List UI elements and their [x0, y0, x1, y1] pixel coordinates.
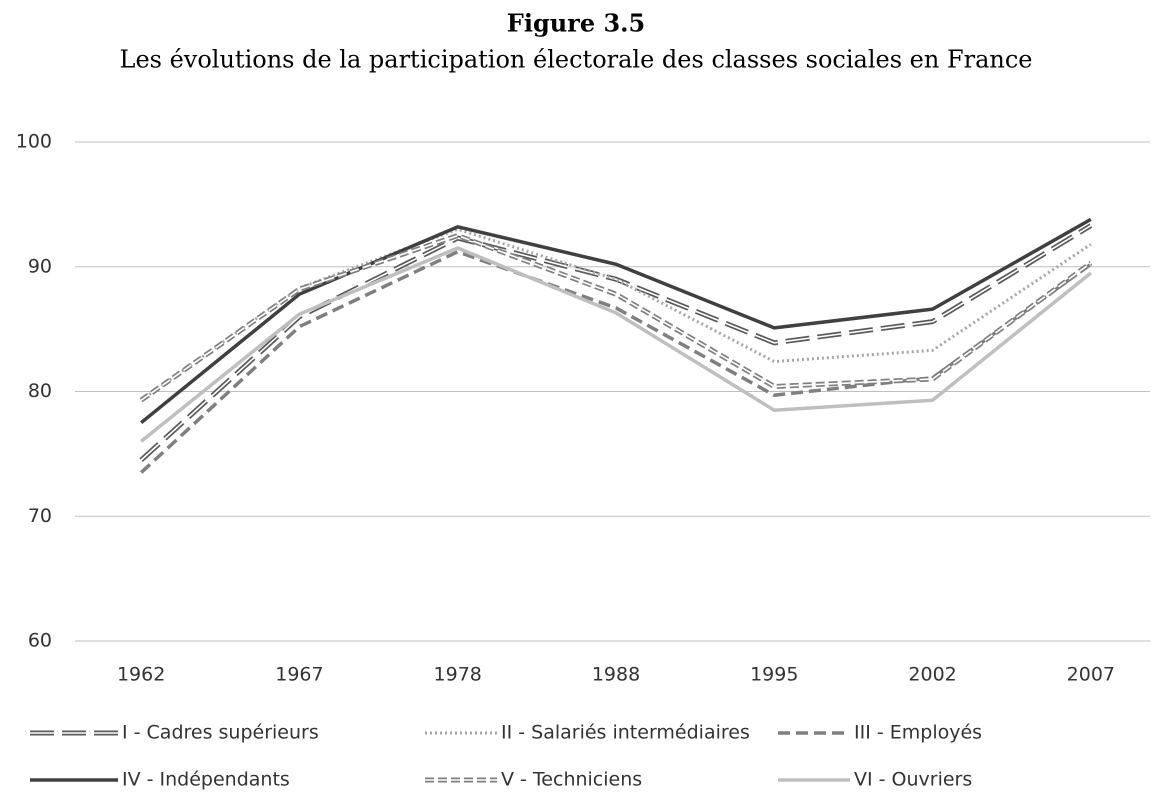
x-tick-label: 1978 [434, 664, 482, 686]
series-line [139, 223, 1093, 462]
legend-label: III - Employés [854, 722, 982, 744]
x-tick-label: 1962 [117, 664, 165, 686]
series-line [140, 246, 1092, 443]
legend-label: IV - Indépendants [122, 769, 290, 791]
x-tick-label: 2002 [908, 664, 956, 686]
series-line [140, 217, 1092, 425]
x-tick-label: 1988 [592, 664, 640, 686]
series-line [139, 250, 1092, 474]
legend-label: I - Cadres supérieurs [122, 722, 319, 744]
series-line-inner [140, 224, 1092, 461]
series-line [139, 233, 1093, 403]
y-tick-label: 90 [28, 255, 52, 277]
y-tick-label: 100 [16, 131, 52, 153]
legend-label: VI - Ouvriers [854, 769, 972, 791]
chart-title: Figure 3.5 [507, 9, 645, 38]
series-line [140, 227, 1092, 402]
x-tick-label: 1995 [750, 664, 798, 686]
chart-subtitle: Les évolutions de la participation élect… [120, 46, 1033, 74]
y-tick-label: 80 [28, 380, 52, 402]
legend-label: II - Salariés intermédiaires [501, 722, 750, 744]
x-tick-label: 2007 [1067, 664, 1115, 686]
y-tick-label: 70 [28, 505, 52, 527]
x-tick-label: 1967 [275, 664, 323, 686]
series-line-inner [140, 234, 1092, 401]
legend-label: V - Techniciens [501, 769, 642, 791]
y-tick-label: 60 [28, 630, 52, 652]
